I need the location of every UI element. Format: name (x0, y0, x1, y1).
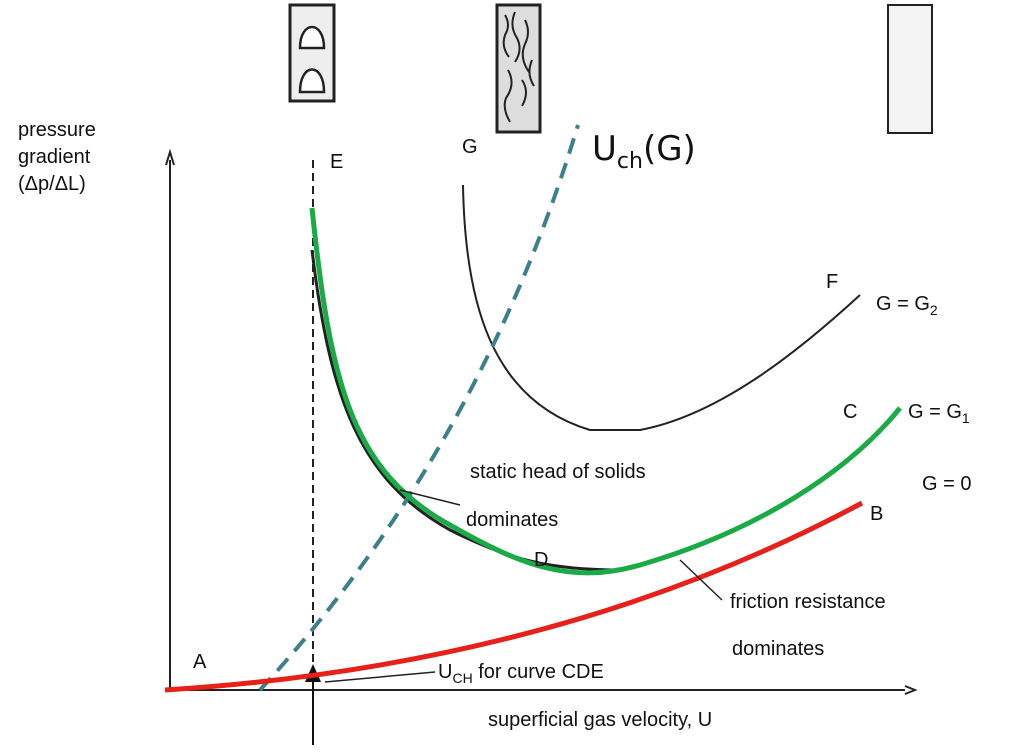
point-a: A (193, 651, 207, 673)
regime-icons (288, 3, 933, 134)
y-label: gradient (18, 146, 91, 168)
point-e: E (330, 151, 343, 173)
axes (165, 148, 918, 695)
curve-label: G = G1 (908, 401, 970, 426)
curve-g0 (164, 500, 864, 693)
y-label: (Δp/ΔL) (18, 173, 86, 195)
curve-uch (258, 124, 580, 692)
uch-label: Uch(G) (592, 129, 696, 174)
x-label: superficial gas velocity, U (488, 709, 712, 731)
curve-g1 (309, 207, 902, 576)
curve-label: G = G2 (876, 293, 938, 318)
annotation: UCH for curve CDE (438, 661, 604, 686)
curve-cde-black (310, 249, 621, 572)
annotation: friction resistance (730, 591, 886, 613)
point-d: D (534, 549, 548, 571)
point-c: C (843, 401, 857, 423)
annotation: static head of solids (470, 461, 646, 483)
leaders (324, 489, 723, 683)
curve-label: G = 0 (922, 473, 971, 495)
y-label: pressure (18, 119, 96, 141)
annotation: dominates (732, 638, 824, 660)
point-g: G (462, 136, 478, 158)
curve-g2 (462, 184, 861, 431)
point-f: F (826, 271, 838, 293)
point-b: B (870, 503, 883, 525)
annotation: dominates (466, 509, 558, 531)
